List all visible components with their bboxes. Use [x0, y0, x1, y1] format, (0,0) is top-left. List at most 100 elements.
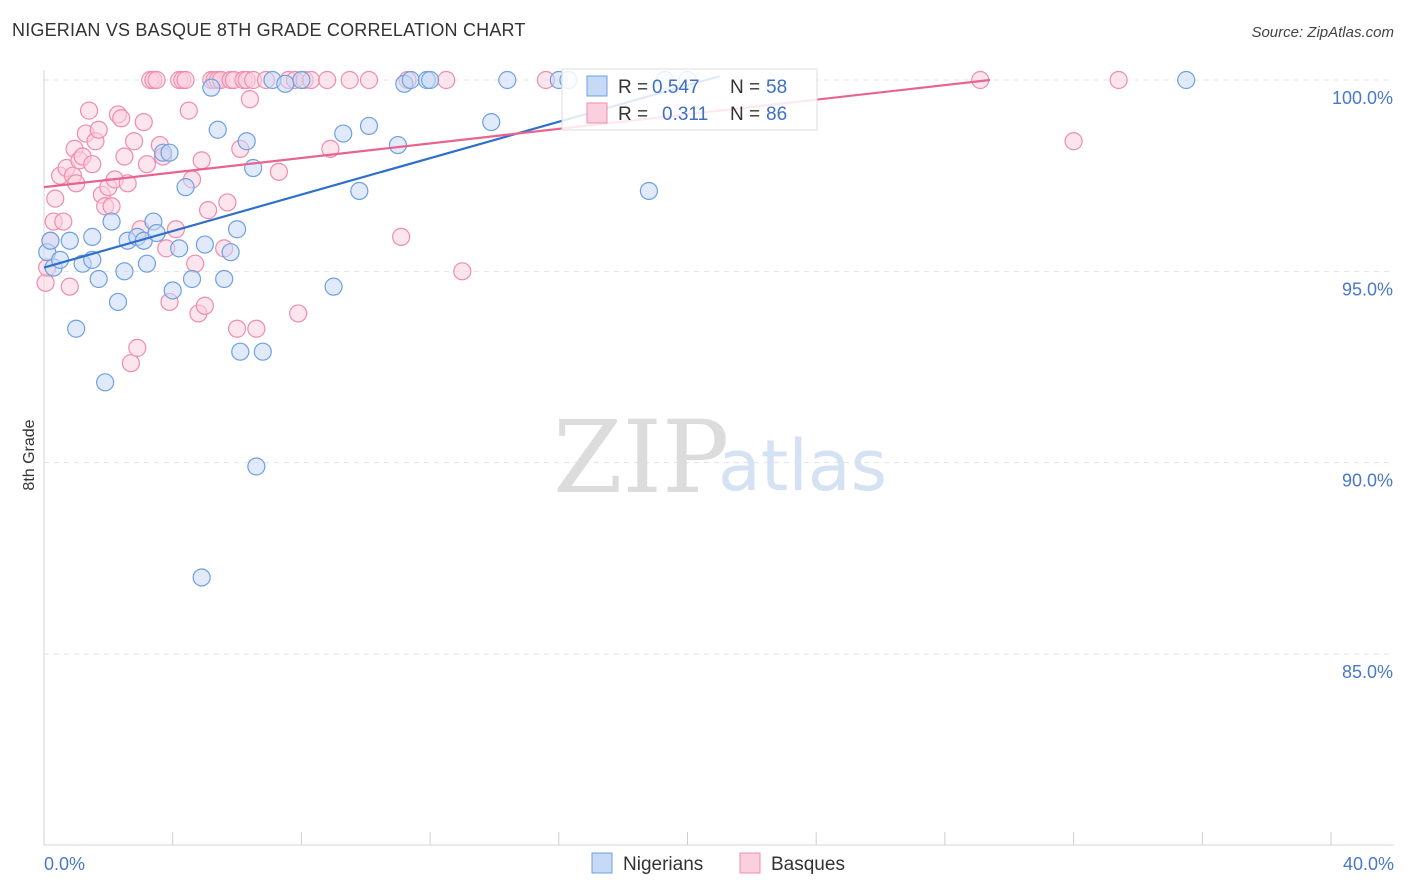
- y-axis-label: 8th Grade: [21, 419, 38, 490]
- watermark-zip: ZIP: [553, 399, 729, 516]
- x-tick-label-min: 0.0%: [44, 854, 85, 874]
- point-basques: [83, 155, 102, 174]
- point-basques: [124, 132, 144, 151]
- y-tick-labels: 100.0% 95.0% 90.0% 85.0%: [1332, 88, 1393, 682]
- point-basques: [359, 70, 379, 90]
- point-basques: [318, 70, 337, 90]
- series-legend: Nigerians Basques: [591, 852, 845, 875]
- series-legend-swatch-nigerians: [591, 852, 613, 874]
- y-tick-label: 90.0%: [1342, 471, 1393, 491]
- point-basques: [186, 254, 205, 273]
- point-nigerians: [324, 277, 343, 296]
- point-nigerians: [276, 74, 295, 93]
- point-basques: [453, 262, 472, 281]
- point-basques: [147, 70, 166, 90]
- point-nigerians: [163, 281, 182, 300]
- point-nigerians: [639, 181, 658, 201]
- point-basques: [89, 120, 108, 139]
- series-legend-label-basques: Basques: [771, 854, 845, 875]
- point-basques: [1109, 70, 1128, 90]
- point-nigerians: [202, 78, 221, 97]
- point-basques: [54, 212, 73, 231]
- point-basques: [289, 304, 308, 323]
- y-tick-label: 85.0%: [1342, 662, 1393, 682]
- legend-n-label-basques: N =: [730, 104, 760, 125]
- x-ticks: [43, 832, 1332, 845]
- y-tick-label: 95.0%: [1342, 279, 1393, 299]
- point-basques: [1064, 132, 1083, 151]
- point-basques: [198, 201, 218, 220]
- point-basques: [340, 70, 359, 90]
- point-basques: [121, 354, 140, 373]
- point-basques: [115, 147, 134, 166]
- stats-legend: R = 0.547 N = 58 R = 0.311 N = 86: [561, 68, 818, 131]
- legend-n-label-nigerians: N =: [730, 77, 760, 98]
- point-nigerians: [108, 292, 128, 312]
- trend-line-basques: [43, 78, 991, 189]
- point-nigerians: [160, 143, 179, 162]
- point-nigerians: [227, 220, 247, 239]
- point-nigerians: [221, 243, 240, 262]
- point-nigerians: [388, 135, 408, 155]
- point-basques: [179, 101, 198, 120]
- point-nigerians: [359, 116, 379, 136]
- point-nigerians: [292, 70, 311, 90]
- point-nigerians: [170, 239, 189, 258]
- series-nigerians-points: [38, 70, 1196, 587]
- point-basques: [46, 189, 65, 208]
- point-nigerians: [215, 269, 234, 289]
- point-basques: [269, 162, 288, 181]
- point-nigerians: [231, 342, 250, 361]
- point-nigerians: [96, 373, 115, 392]
- point-basques: [195, 296, 214, 315]
- point-basques: [128, 338, 147, 357]
- point-basques: [392, 227, 411, 246]
- point-nigerians: [195, 235, 214, 254]
- point-nigerians: [115, 262, 134, 281]
- point-nigerians: [83, 227, 102, 246]
- point-nigerians: [401, 70, 420, 90]
- point-nigerians: [137, 254, 157, 273]
- point-nigerians: [208, 120, 227, 139]
- watermark-atlas: atlas: [718, 425, 887, 507]
- point-nigerians: [498, 70, 517, 90]
- source-label: Source: ZipAtlas.com: [1251, 24, 1394, 41]
- point-basques: [134, 112, 153, 132]
- point-basques: [247, 319, 266, 338]
- series-legend-swatch-basques: [739, 852, 761, 874]
- point-nigerians: [50, 250, 70, 269]
- legend-r-value-nigerians: 0.547: [652, 77, 700, 98]
- point-basques: [112, 109, 131, 128]
- point-nigerians: [334, 124, 353, 143]
- legend-n-value-nigerians: 58: [766, 77, 787, 98]
- point-basques: [36, 273, 55, 292]
- point-basques: [240, 90, 260, 109]
- legend-swatch-nigerians: [586, 75, 608, 97]
- point-basques: [218, 193, 237, 212]
- point-nigerians: [1177, 70, 1196, 90]
- point-basques: [79, 101, 99, 120]
- legend-n-value-basques: 86: [766, 104, 787, 125]
- point-nigerians: [89, 269, 108, 289]
- point-basques: [192, 151, 211, 170]
- point-nigerians: [60, 231, 79, 250]
- point-basques: [102, 197, 121, 216]
- point-nigerians: [247, 457, 266, 476]
- chart-title: NIGERIAN VS BASQUE 8TH GRADE CORRELATION…: [12, 20, 526, 40]
- x-tick-label-max: 40.0%: [1343, 854, 1394, 874]
- point-nigerians: [102, 212, 121, 231]
- point-nigerians: [350, 181, 369, 201]
- point-nigerians: [67, 319, 86, 338]
- point-nigerians: [237, 132, 256, 151]
- legend-r-value-basques: 0.311: [662, 104, 708, 125]
- point-basques: [227, 319, 247, 338]
- point-nigerians: [192, 568, 211, 587]
- point-nigerians: [182, 269, 202, 289]
- point-basques: [60, 277, 79, 296]
- point-basques: [437, 70, 456, 90]
- legend-r-label-nigerians: R =: [618, 77, 648, 98]
- point-basques: [176, 70, 195, 90]
- axes: [43, 70, 1394, 846]
- point-nigerians: [41, 231, 60, 250]
